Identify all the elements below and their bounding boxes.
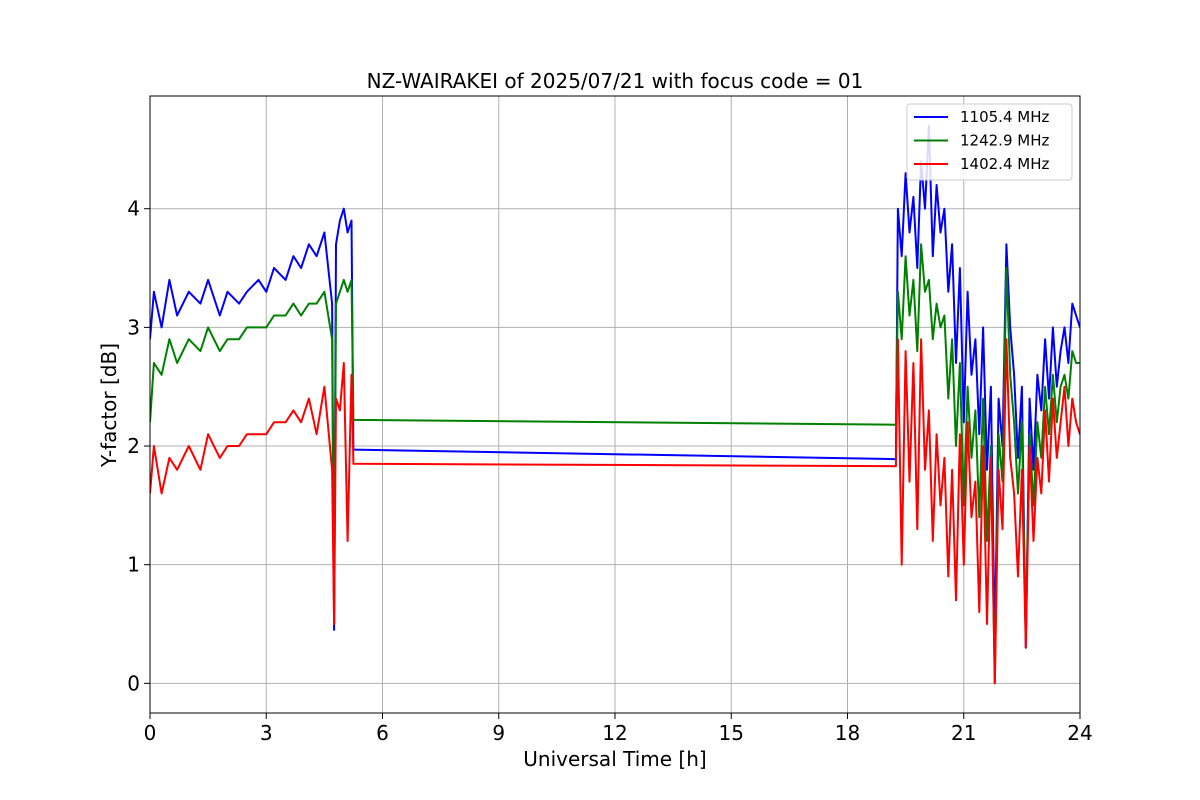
x-tick-label: 21 (951, 721, 976, 745)
x-tick-label: 15 (719, 721, 744, 745)
series-line-3 (150, 338, 1080, 685)
legend-box (906, 103, 1073, 181)
legend: 1105.4 MHz 1242.9 MHz 1402.4 MHz (906, 103, 1073, 181)
y-axis-ticks: 0 1 2 3 4 (127, 197, 150, 695)
x-tick-label: 0 (144, 721, 157, 745)
x-tick-label: 18 (835, 721, 860, 745)
x-axis-ticks: 0 3 6 9 12 15 18 21 24 (144, 713, 1093, 745)
x-tick-label: 24 (1067, 721, 1092, 745)
chart-title: NZ-WAIRAKEI of 2025/07/21 with focus cod… (367, 69, 864, 93)
legend-label: 1242.9 MHz (960, 132, 1049, 150)
x-tick-label: 3 (260, 721, 273, 745)
y-tick-label: 3 (127, 315, 140, 339)
series-line-2 (150, 243, 1080, 685)
x-tick-label: 12 (602, 721, 627, 745)
y-tick-label: 4 (127, 197, 140, 221)
x-tick-label: 9 (492, 721, 505, 745)
legend-label: 1402.4 MHz (960, 155, 1049, 173)
legend-label: 1105.4 MHz (960, 108, 1049, 126)
x-axis-label: Universal Time [h] (523, 747, 706, 771)
x-tick-label: 6 (376, 721, 389, 745)
y-axis-label: Y-factor [dB] (97, 343, 121, 468)
y-tick-label: 1 (127, 553, 140, 577)
y-tick-label: 2 (127, 434, 140, 458)
y-tick-label: 0 (127, 671, 140, 695)
